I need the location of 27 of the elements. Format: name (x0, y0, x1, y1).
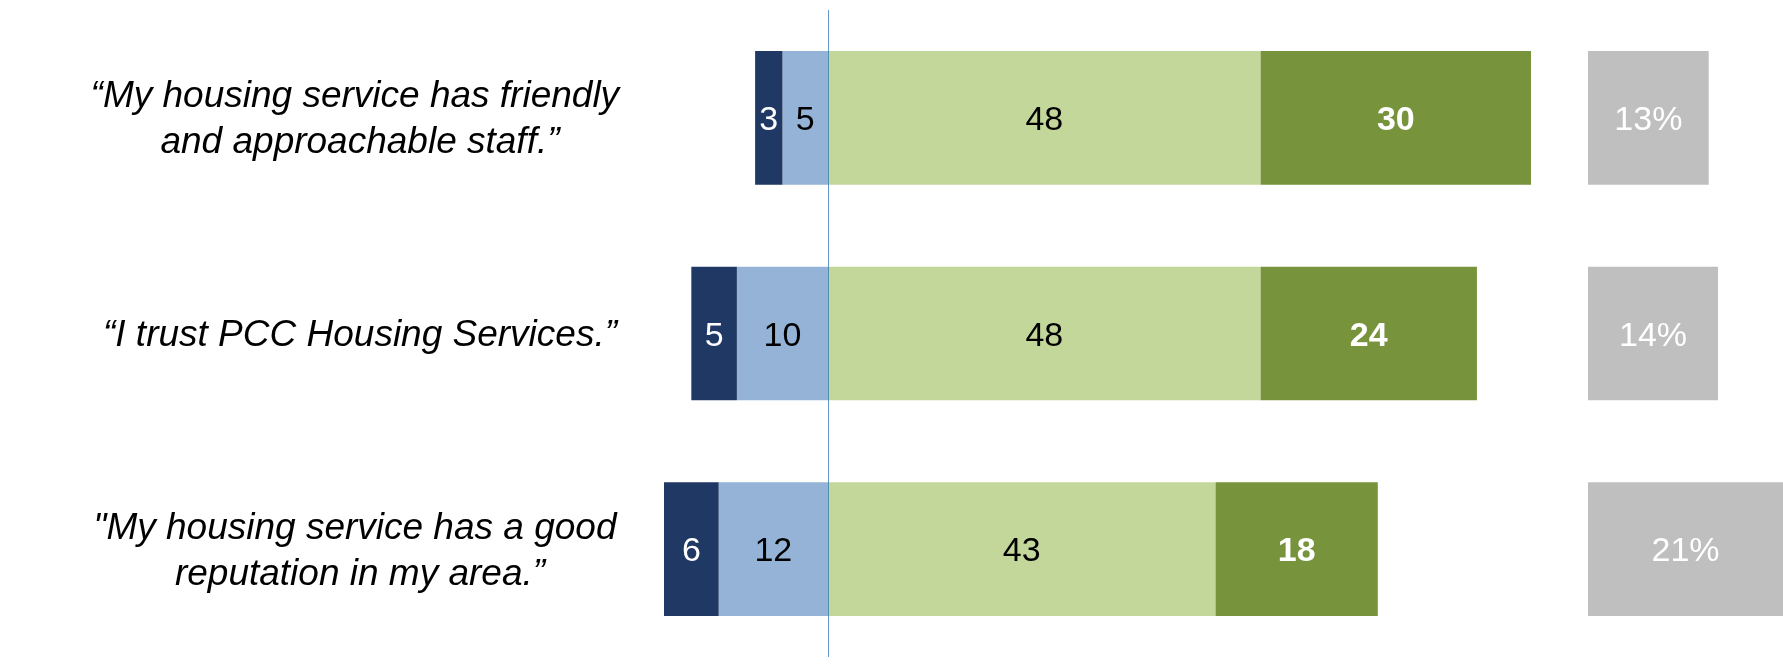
data-label: 30 (1376, 98, 1415, 137)
data-label: 10 (763, 314, 802, 353)
data-label: 3 (759, 98, 779, 137)
bar (691, 266, 737, 401)
data-label: 12 (754, 530, 793, 569)
y-tick-label: "My housing service has a good reputation in my area.” (93, 505, 627, 593)
data-label: 48 (1025, 314, 1064, 353)
data-label: 18 (1277, 530, 1316, 569)
data-label: 24 (1349, 314, 1388, 353)
data-label: 5 (795, 98, 815, 137)
data-label: 21% (1651, 530, 1720, 569)
data-label: 14% (1618, 314, 1688, 353)
data-label: 5 (704, 314, 724, 353)
bar (718, 482, 828, 617)
bar (1215, 482, 1378, 617)
bar (664, 482, 719, 617)
bar (1260, 50, 1531, 185)
y-tick-label: “My housing service has friendly and approachable staff.” (90, 74, 630, 162)
data-label: 6 (681, 530, 701, 569)
data-label: 48 (1025, 98, 1064, 137)
y-tick-label: “I trust PCC Housing Services.” (102, 313, 619, 354)
bar (736, 266, 828, 401)
data-label: 13% (1614, 98, 1683, 137)
bar (782, 50, 828, 185)
bar (755, 50, 783, 185)
data-label: 43 (1002, 530, 1041, 569)
bar (1260, 266, 1477, 401)
